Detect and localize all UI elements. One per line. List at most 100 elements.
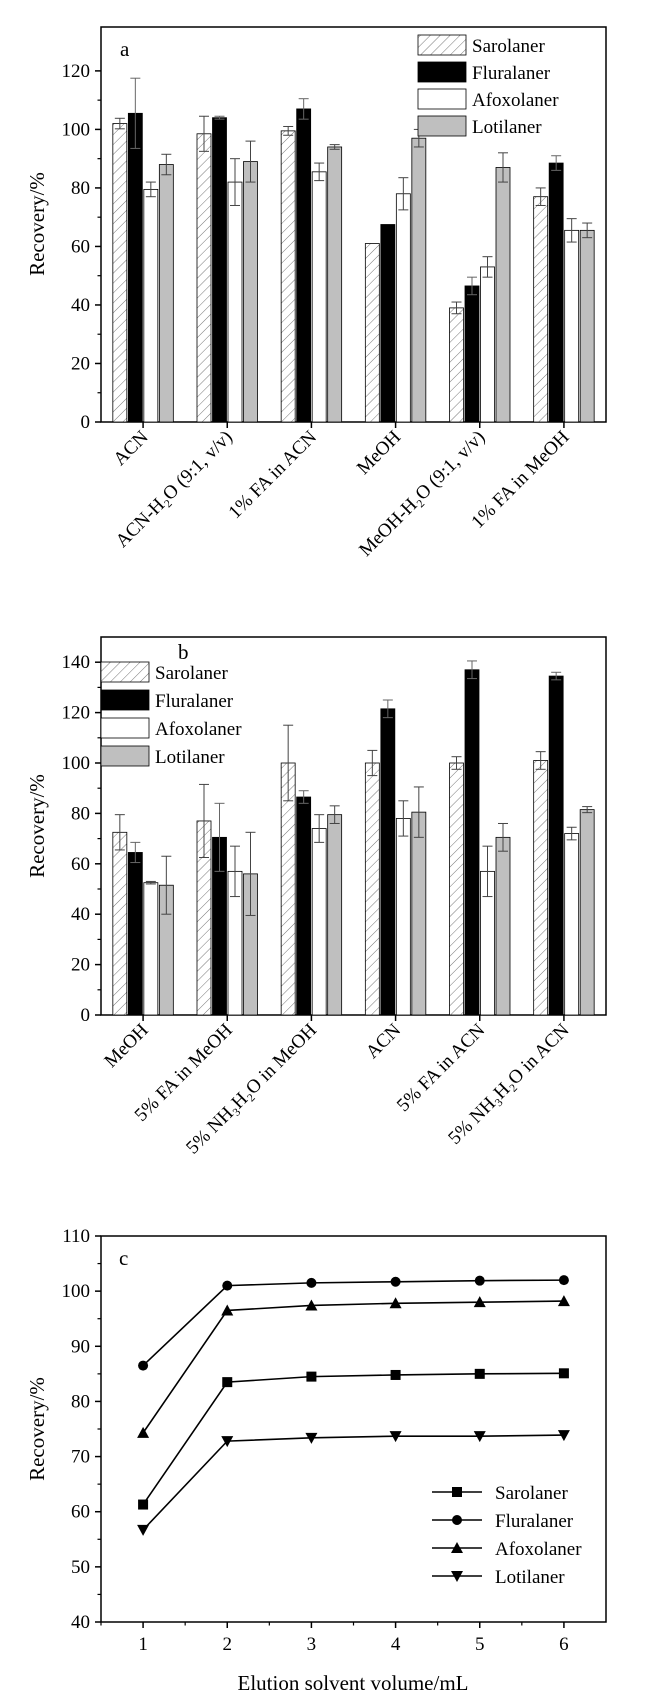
- data-point: [390, 1369, 401, 1380]
- legend-swatch: [100, 745, 150, 767]
- y-tick-label: 0: [81, 412, 91, 433]
- data-point: [137, 1524, 150, 1536]
- legend-label: Sarolaner: [155, 663, 228, 684]
- y-tick-label: 50: [71, 1557, 90, 1578]
- y-tick-label: 40: [71, 295, 90, 316]
- x-tick-label: 4: [391, 1634, 401, 1655]
- legend-label: Afoxolaner: [472, 90, 559, 111]
- bar: [464, 669, 480, 1016]
- x-tick-label: 6: [559, 1634, 569, 1655]
- bar: [243, 161, 258, 423]
- data-point: [474, 1275, 485, 1286]
- y-tick-label: 60: [71, 854, 90, 875]
- bar: [380, 224, 396, 423]
- bar: [380, 708, 396, 1016]
- data-point: [389, 1297, 402, 1309]
- y-axis-label: Recovery/%: [25, 1377, 49, 1481]
- y-tick-label: 120: [62, 61, 91, 82]
- data-point: [222, 1280, 233, 1291]
- panel-label: a: [120, 37, 130, 61]
- bar-series: [112, 660, 595, 1016]
- data-point: [306, 1371, 317, 1382]
- data-point: [558, 1368, 569, 1379]
- data-point: [390, 1276, 401, 1287]
- data-point: [474, 1368, 485, 1379]
- series-line: [142, 1372, 564, 1505]
- y-tick-label: 80: [71, 803, 90, 824]
- y-axis-label: Recovery/%: [25, 172, 49, 276]
- bar: [158, 164, 174, 423]
- legend-swatch: [417, 34, 467, 56]
- bar: [564, 833, 580, 1016]
- axis-ticks: 0 20 40 60 80 100 120 140: [62, 652, 565, 1026]
- bar: [327, 814, 343, 1016]
- series-line: [142, 1279, 564, 1367]
- bar: [449, 762, 464, 1016]
- category-label: 1% FA in ACN: [225, 426, 322, 523]
- bar: [364, 243, 380, 423]
- bar: [280, 130, 296, 423]
- y-tick-label: 140: [62, 652, 91, 673]
- bar: [411, 811, 427, 1016]
- y-tick-label: 80: [71, 1391, 90, 1412]
- legend-swatch: [100, 689, 150, 711]
- y-tick-label: 40: [71, 1612, 90, 1633]
- legend: Sarolaner Fluralaner Afoxolaner Lotilaner: [432, 1483, 582, 1588]
- data-point: [452, 1515, 462, 1525]
- category-label: MeOH: [353, 426, 405, 478]
- plot-frame: [100, 1235, 607, 1623]
- x-tick-label: 3: [307, 1634, 317, 1655]
- bar: [364, 762, 380, 1016]
- bar: [127, 112, 143, 423]
- y-tick-label: 60: [71, 1502, 90, 1523]
- bar: [579, 809, 595, 1016]
- bar: [579, 229, 595, 423]
- y-tick-label: 20: [71, 353, 90, 374]
- plot-frame: [100, 636, 607, 1016]
- category-label: ACN: [109, 426, 152, 469]
- data-point: [138, 1499, 149, 1510]
- axis-ticks: 0 20 40 60 80 100 120: [62, 61, 565, 433]
- data-point: [138, 1360, 149, 1371]
- bar: [143, 188, 159, 423]
- bar: [548, 162, 564, 423]
- legend-swatch: [417, 61, 467, 83]
- legend-label: Lotilaner: [155, 747, 225, 768]
- data-point: [305, 1299, 318, 1311]
- bar: [227, 181, 243, 423]
- bar: [495, 836, 511, 1016]
- y-tick-label: 100: [62, 753, 91, 774]
- bar: [327, 146, 343, 423]
- bar: [495, 167, 511, 423]
- bar: [212, 117, 227, 423]
- axis-ticks: 40 50 60 70 80 90 100 110 1 2 3 4 5 6: [62, 1226, 569, 1655]
- data-point: [221, 1436, 234, 1448]
- plot-frame: [100, 26, 607, 423]
- chart-panel-c: c Recovery/% Elution solvent volume/mL 4…: [25, 1226, 607, 1695]
- data-point: [306, 1277, 317, 1288]
- data-point: [305, 1432, 318, 1444]
- legend-label: Lotilaner: [495, 1567, 565, 1588]
- legend-label: Sarolaner: [495, 1483, 568, 1504]
- legend-label: Sarolaner: [472, 36, 545, 57]
- bar: [464, 285, 480, 423]
- bar: [296, 796, 312, 1016]
- panel-label: c: [119, 1246, 128, 1270]
- y-tick-label: 120: [62, 703, 91, 724]
- category-label: ACN: [362, 1019, 405, 1062]
- bar: [533, 760, 549, 1016]
- data-point: [137, 1426, 150, 1438]
- legend-label: Lotilaner: [472, 117, 542, 138]
- x-axis-label: Elution solvent volume/mL: [238, 1671, 469, 1695]
- legend-swatch: [100, 661, 150, 683]
- legend-swatch: [417, 88, 467, 110]
- x-tick-label: 5: [475, 1634, 485, 1655]
- bar: [196, 133, 212, 423]
- y-tick-label: 100: [62, 119, 91, 140]
- bar: [395, 193, 411, 423]
- category-label: 5% FA in ACN: [393, 1019, 490, 1116]
- legend-swatch: [417, 115, 467, 137]
- series-line: [142, 1300, 564, 1434]
